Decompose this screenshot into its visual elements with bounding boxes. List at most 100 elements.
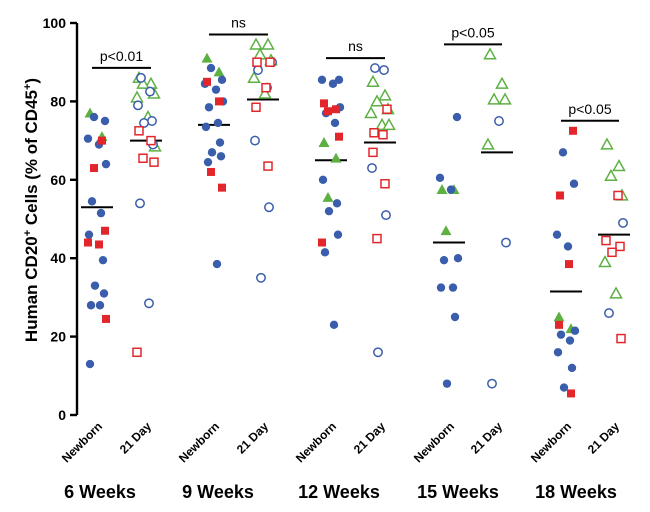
square-point-newborn [207,167,215,176]
square-point-day21 [261,82,271,93]
square-point-newborn [90,164,98,173]
circle-point-newborn [567,363,577,373]
square-point-newborn [565,260,573,269]
circle-point-newborn [99,289,109,298]
circle-point-newborn [442,379,452,388]
x-tick-label-21day: 21 Day [468,419,505,456]
group-label: 18 Weeks [535,482,617,502]
circle-point-day21 [367,163,377,173]
circle-point-day21 [133,100,143,111]
triangle-point-day21 [487,92,501,105]
circle-point-newborn [204,103,214,112]
y-tick-label: 20 [50,329,66,345]
group-label: 15 Weeks [417,482,499,502]
circle-point-day21 [256,272,266,283]
square-point-day21 [251,102,261,113]
triangle-point-day21 [378,88,392,101]
circle-point-newborn [86,301,96,310]
circle-point-newborn [318,175,328,184]
y-tick-label: 60 [50,172,66,188]
triangle-point-newborn [553,311,565,322]
circle-point-day21 [494,116,504,126]
circle-point-newborn [556,330,566,339]
significance-label: ns [348,38,363,54]
circle-point-newborn [212,259,222,269]
circle-point-newborn [201,122,211,132]
circle-point-newborn [216,152,226,161]
triangle-point-day21 [249,37,263,50]
triangle-point-newborn [322,191,334,202]
circle-point-day21 [373,347,383,358]
x-tick-label-21day: 21 Day [234,419,271,456]
triangle-point-day21 [364,106,378,119]
triangle-point-day21 [481,137,495,150]
circle-point-newborn [100,116,110,126]
triangle-point-day21 [258,86,272,99]
triangle-point-day21 [136,76,150,89]
circle-point-day21 [139,118,149,128]
circle-point-day21 [487,378,497,389]
circle-point-newborn [552,230,562,239]
y-axis-title-part: Cells (% of CD45 [22,90,41,230]
circle-point-newborn [452,112,462,122]
circle-point-day21 [604,308,614,319]
circle-point-newborn [324,206,334,216]
circle-point-newborn [87,197,97,206]
circle-point-newborn [448,283,458,292]
square-point-day21 [138,153,148,163]
circle-point-newborn [565,336,575,345]
square-point-day21 [263,161,273,171]
triangle-point-day21 [130,90,144,103]
triangle-point-day21 [600,137,614,150]
triangle-point-day21 [253,47,267,60]
x-tick-label-21day: 21 Day [351,419,388,456]
triangle-point-newborn [213,66,225,77]
y-tick-label: 100 [43,15,67,31]
circle-point-newborn [211,85,221,94]
square-point-day21 [369,128,379,138]
square-point-newborn [84,238,92,247]
circle-point-newborn [217,75,227,85]
triangle-point-day21 [261,37,275,50]
significance-label: p<0.01 [100,48,143,64]
circle-point-newborn [215,138,225,147]
circle-point-newborn [320,248,330,257]
square-point-newborn [320,99,328,108]
circle-point-newborn [101,159,111,169]
triangle-point-newborn [330,152,342,163]
y-tick-label: 0 [58,407,66,423]
circle-point-newborn [90,281,100,290]
circle-point-day21 [144,298,154,309]
square-point-newborn [556,191,564,200]
y-axis-title-superscript: + [22,230,34,236]
square-point-day21 [613,190,623,201]
square-point-newborn [102,314,110,323]
circle-point-newborn [206,63,216,73]
x-tick-label-newborn: Newborn [528,419,574,465]
x-tick-label-newborn: Newborn [293,419,339,465]
triangle-point-day21 [609,286,623,299]
square-point-day21 [149,157,159,167]
circle-point-newborn [213,118,223,128]
square-point-newborn [203,77,211,86]
circle-point-day21 [501,237,511,248]
square-point-newborn [318,238,326,247]
triangle-point-day21 [604,168,618,182]
circle-point-day21 [370,63,380,74]
circle-point-newborn [203,157,213,167]
circle-point-newborn [96,208,106,218]
square-point-day21 [616,333,626,344]
circle-point-newborn [83,134,93,143]
circle-point-newborn [317,75,327,85]
y-axis-title: Human CD20+ Cells (% of CD45+) [22,78,41,342]
square-point-day21 [378,129,388,140]
circle-point-newborn [558,148,568,157]
circle-point-newborn [85,359,95,369]
circle-point-day21 [147,116,157,126]
circle-point-newborn [553,348,563,357]
square-point-day21 [134,126,144,136]
square-point-day21 [615,241,625,252]
circle-point-newborn [450,312,460,322]
circle-point-newborn [559,383,569,392]
y-tick-label: 40 [50,250,66,266]
